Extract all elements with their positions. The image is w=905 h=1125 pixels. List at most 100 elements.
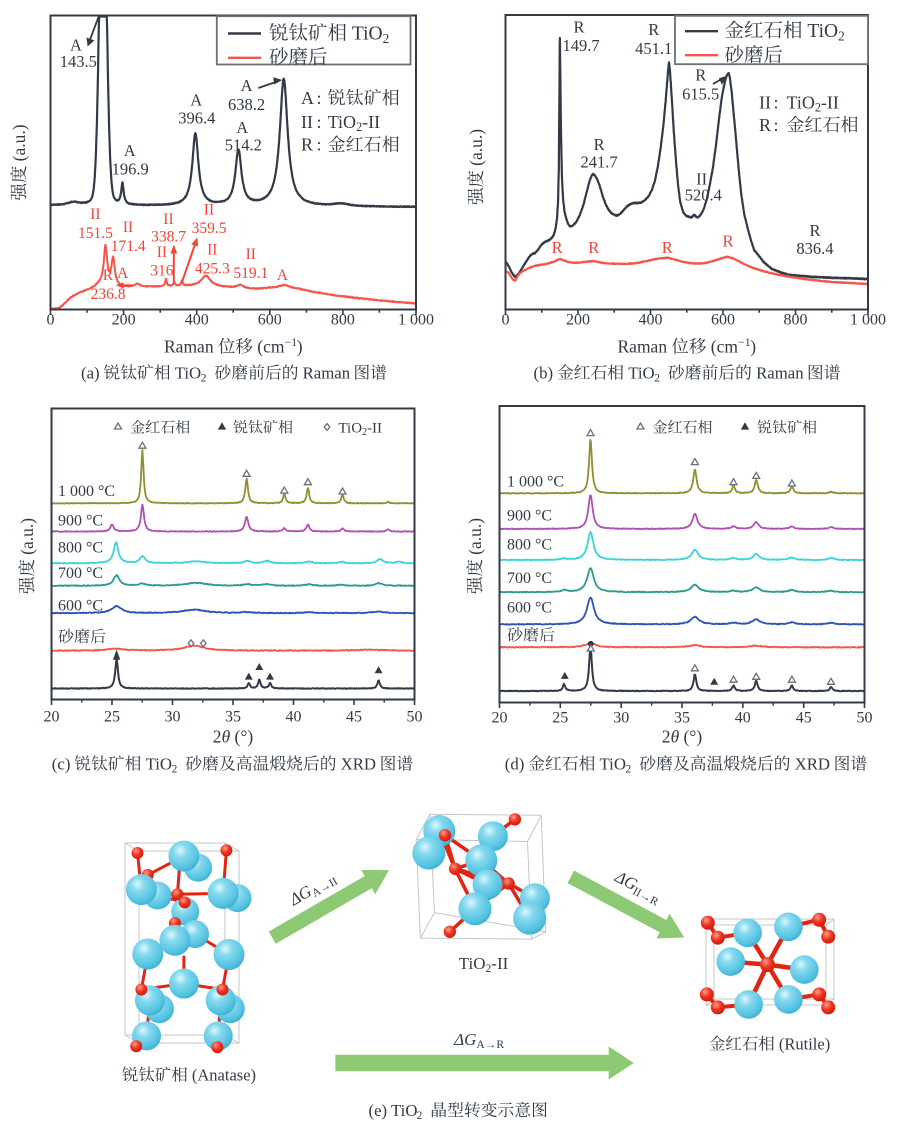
svg-text:200: 200: [566, 312, 590, 329]
svg-text:II: II: [301, 112, 313, 132]
svg-text:236.8: 236.8: [91, 286, 126, 303]
svg-text:ΔG: ΔG: [453, 1030, 476, 1049]
svg-text::: :: [774, 115, 779, 135]
svg-text:TiO: TiO: [328, 112, 356, 132]
svg-text:II: II: [246, 246, 256, 263]
svg-text:R: R: [759, 115, 771, 135]
svg-text:0: 0: [47, 312, 55, 329]
svg-text:520.4: 520.4: [685, 185, 722, 204]
svg-text:196.9: 196.9: [112, 159, 149, 178]
svg-text:A: A: [277, 267, 289, 284]
svg-text:151.5: 151.5: [78, 225, 113, 242]
svg-text:Raman: Raman: [303, 364, 351, 383]
svg-text:R: R: [103, 267, 114, 284]
svg-text:200: 200: [112, 312, 136, 329]
svg-text:II: II: [204, 202, 214, 219]
svg-text:A: A: [190, 90, 202, 109]
svg-text:1 000: 1 000: [850, 312, 886, 329]
svg-text:TiO: TiO: [459, 954, 486, 973]
svg-text:(a.u.): (a.u.): [17, 518, 37, 555]
svg-text:2: 2: [383, 31, 390, 46]
svg-text:R: R: [588, 238, 599, 257]
svg-text:425.3: 425.3: [195, 261, 230, 278]
svg-text:(a): (a): [81, 364, 100, 383]
svg-text:TiO: TiO: [146, 755, 172, 774]
svg-text:519.1: 519.1: [233, 265, 268, 282]
svg-text:TiO: TiO: [338, 421, 362, 437]
svg-text:TiO: TiO: [352, 24, 383, 45]
svg-text:2: 2: [662, 727, 671, 747]
svg-text::: :: [317, 135, 322, 155]
svg-text:600: 600: [258, 312, 282, 329]
svg-text:338.7: 338.7: [151, 229, 186, 246]
svg-text:TiO: TiO: [600, 755, 626, 774]
svg-text:A: A: [124, 141, 136, 160]
svg-text:R: R: [574, 17, 585, 36]
svg-text:50: 50: [407, 709, 423, 726]
svg-text:(cm: (cm: [257, 337, 285, 357]
svg-text::: :: [317, 88, 322, 108]
svg-text:(a.u.): (a.u.): [466, 129, 486, 166]
svg-text:638.2: 638.2: [228, 95, 265, 114]
svg-text:A: A: [236, 118, 248, 137]
svg-text:30: 30: [613, 710, 629, 727]
svg-text:TiO: TiO: [628, 364, 654, 383]
svg-text:1 000 °C: 1 000 °C: [507, 474, 564, 491]
svg-text:A: A: [301, 88, 314, 108]
svg-text:2: 2: [838, 29, 845, 44]
svg-text:2: 2: [486, 962, 492, 975]
svg-text:700 °C: 700 °C: [58, 565, 103, 582]
svg-text:35: 35: [674, 710, 690, 727]
svg-text:A→R: A→R: [476, 1038, 504, 1051]
svg-text::: :: [774, 93, 779, 113]
svg-text:R: R: [594, 135, 605, 154]
svg-text:143.5: 143.5: [60, 52, 97, 71]
svg-text:(Anatase): (Anatase): [192, 1066, 256, 1085]
svg-text:(a.u.): (a.u.): [465, 518, 485, 555]
svg-text:R: R: [810, 221, 821, 240]
svg-text:45: 45: [796, 710, 812, 727]
svg-text:Raman: Raman: [618, 337, 668, 357]
svg-text:A: A: [117, 265, 129, 282]
svg-text:II: II: [696, 169, 707, 188]
svg-text:800: 800: [331, 312, 355, 329]
svg-text:−1: −1: [285, 335, 298, 349]
svg-text:900 °C: 900 °C: [58, 513, 103, 530]
svg-text:Raman: Raman: [164, 337, 214, 357]
svg-text:Raman: Raman: [756, 364, 804, 383]
svg-text:XRD: XRD: [795, 755, 830, 774]
svg-text:XRD: XRD: [341, 755, 376, 774]
svg-text:II: II: [759, 93, 771, 113]
svg-text:2: 2: [815, 101, 821, 115]
svg-text:2: 2: [201, 373, 207, 385]
svg-text:700 °C: 700 °C: [507, 570, 552, 587]
svg-text:(e) TiO: (e) TiO: [369, 1101, 418, 1120]
svg-text:400: 400: [639, 312, 663, 329]
svg-text:(b): (b): [534, 364, 554, 383]
svg-text:20: 20: [492, 710, 508, 727]
svg-text:−1: −1: [738, 335, 751, 349]
svg-text:-II: -II: [362, 112, 380, 132]
svg-text:(a.u.): (a.u.): [9, 124, 29, 161]
svg-text:II: II: [157, 244, 167, 261]
svg-text:40: 40: [735, 710, 751, 727]
svg-text:149.7: 149.7: [563, 36, 600, 55]
svg-text:30: 30: [165, 709, 181, 726]
svg-text:900 °C: 900 °C: [507, 508, 552, 525]
svg-text:R: R: [552, 238, 563, 257]
svg-text:1 000 °C: 1 000 °C: [58, 483, 115, 500]
svg-text:θ: θ: [671, 727, 680, 747]
svg-text:): ): [297, 337, 303, 357]
svg-text::: :: [317, 112, 322, 132]
svg-text:TiO: TiO: [807, 21, 838, 42]
svg-text:1 000: 1 000: [398, 312, 434, 329]
svg-text:615.5: 615.5: [682, 85, 719, 104]
svg-text:TiO: TiO: [787, 93, 815, 113]
svg-text:II: II: [163, 211, 173, 228]
svg-text:400: 400: [185, 312, 209, 329]
svg-text:40: 40: [286, 709, 302, 726]
svg-text:R: R: [648, 20, 659, 39]
svg-text:-II: -II: [367, 421, 382, 437]
svg-text:396.4: 396.4: [178, 108, 215, 127]
svg-text:451.1: 451.1: [635, 39, 672, 58]
